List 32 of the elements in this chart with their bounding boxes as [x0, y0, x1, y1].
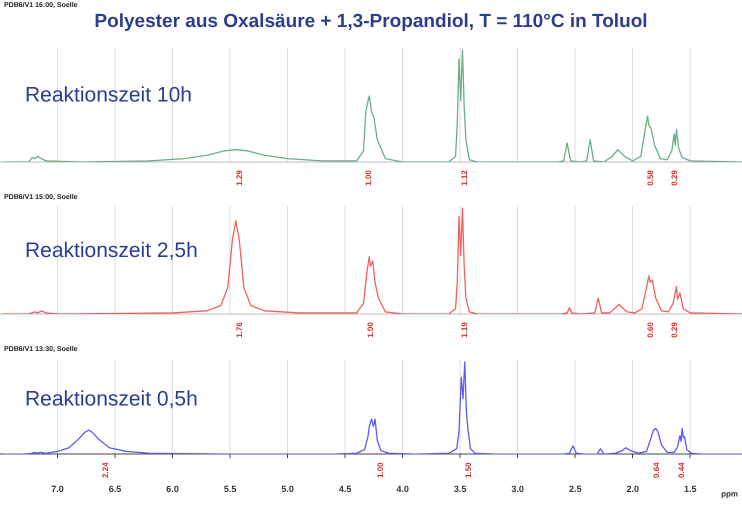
text: 0.60 — [646, 322, 656, 338]
text: 1.00 — [364, 170, 374, 186]
x-tick-label: 2.5 — [568, 484, 582, 494]
x-tick-label: 3.0 — [511, 484, 524, 494]
x-tick-label: 4.0 — [396, 484, 409, 494]
x-tick-label: 6.0 — [166, 484, 179, 494]
x-axis-title: ppm — [721, 489, 738, 498]
x-tick-label: 4.5 — [338, 484, 352, 494]
x-tick-label: 5.0 — [281, 484, 294, 494]
text: Reaktionszeit 10h — [25, 84, 192, 107]
x-tick-label: 1.5 — [684, 484, 696, 494]
text: 0.64 — [652, 462, 662, 478]
text: 1.00 — [376, 462, 386, 478]
x-tick-label: 6.5 — [108, 484, 122, 494]
chart-title: Polyester aus Oxalsäure + 1,3-Propandiol, T = 110°C in Toluol — [94, 11, 648, 32]
series-label: Reaktionszeit 2,5h — [25, 239, 198, 262]
x-tick-label: 7.0 — [51, 484, 64, 494]
text: 1.50 — [464, 462, 474, 478]
x-tick-label: 5.5 — [224, 484, 236, 494]
text: 2.24 — [101, 462, 110, 478]
text: 0.29 — [670, 170, 680, 186]
text: 0.44 — [677, 462, 686, 478]
series-label: Reaktionszeit 0,5h — [25, 387, 198, 410]
text: 1.29 — [235, 170, 244, 186]
text: 1.12 — [460, 170, 470, 186]
text: 1.19 — [460, 322, 470, 338]
text: 1.00 — [366, 322, 376, 338]
x-tick-label: 3.5 — [454, 484, 466, 494]
text: 0.58 — [646, 170, 656, 186]
x-tick-label: 2.0 — [626, 484, 639, 494]
text: 0.29 — [670, 322, 680, 338]
text: 1.76 — [235, 322, 244, 338]
